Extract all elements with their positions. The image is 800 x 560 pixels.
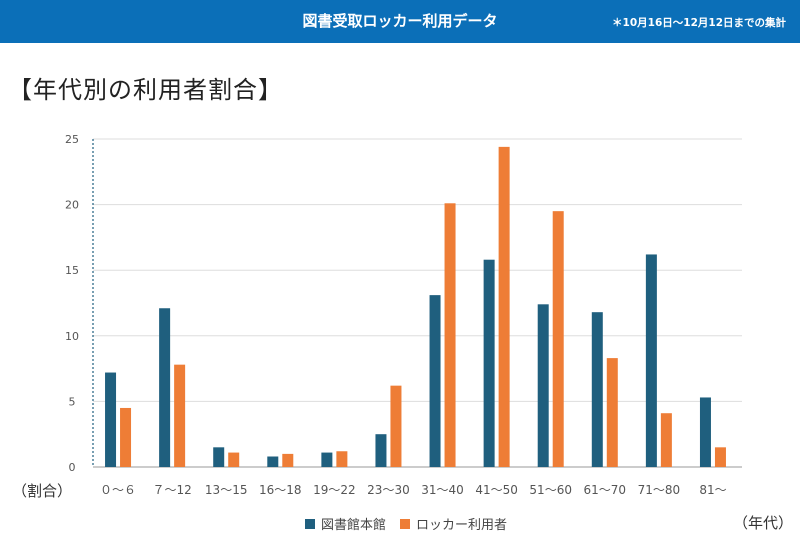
- period-note: ＊10月16日〜12月12日までの集計: [612, 17, 786, 29]
- legend-label-locker: ロッカー利用者: [416, 518, 508, 533]
- bar-library: [483, 259, 495, 467]
- bar-locker: [336, 451, 348, 467]
- bar-library: [105, 372, 117, 467]
- y-axis-label: （割合）: [12, 482, 73, 500]
- section-title: 【年代別の利用者割合】: [8, 76, 283, 104]
- y-tick-label: 15: [65, 264, 79, 277]
- bar-library: [267, 456, 279, 467]
- bar-locker: [444, 203, 456, 467]
- x-tick-label: 71～80: [638, 483, 681, 497]
- bar-locker: [390, 385, 402, 467]
- bar-library: [591, 312, 603, 467]
- legend-item-library: 図書館本館: [305, 514, 386, 533]
- bar-library: [213, 447, 225, 467]
- bar-library: [159, 308, 171, 467]
- x-tick-label: 51～60: [529, 483, 572, 497]
- page-title: 図書受取ロッカー利用データ: [302, 12, 498, 30]
- x-tick-label: 16～18: [259, 483, 302, 497]
- y-tick-label: 5: [69, 395, 76, 408]
- legend-swatch-library: [305, 518, 315, 529]
- x-tick-label: 31～40: [421, 483, 464, 497]
- bar-locker: [552, 211, 564, 467]
- x-tick-label: ７～12: [152, 483, 191, 497]
- bar-locker: [228, 452, 240, 467]
- x-tick-label: 23～30: [367, 483, 410, 497]
- y-tick-label: 0: [69, 461, 76, 474]
- header-bar: [0, 0, 800, 43]
- chart-legend: 図書館本館 ロッカー利用者: [305, 514, 521, 533]
- bar-library: [537, 304, 549, 467]
- bar-library: [321, 452, 333, 467]
- bar-library: [375, 434, 387, 467]
- x-axis-label: （年代）: [733, 514, 794, 532]
- bar-locker: [660, 413, 672, 467]
- bar-locker: [714, 447, 726, 467]
- y-tick-label: 20: [65, 199, 79, 212]
- x-tick-label: ０～６: [100, 483, 136, 497]
- x-tick-label: 13～15: [205, 483, 248, 497]
- x-tick-label: 41～50: [475, 483, 518, 497]
- legend-swatch-locker: [400, 518, 411, 529]
- x-tick-label: 19～22: [313, 483, 356, 497]
- bar-library: [645, 254, 657, 467]
- bar-library: [429, 295, 441, 467]
- bar-locker: [498, 146, 510, 467]
- bar-locker: [282, 453, 294, 467]
- legend-item-locker: ロッカー利用者: [400, 514, 507, 533]
- x-tick-label: 81～: [699, 483, 726, 497]
- x-tick-label: 61～70: [584, 483, 627, 497]
- bar-library: [699, 397, 711, 467]
- bar-locker: [120, 407, 132, 467]
- y-tick-label: 10: [65, 330, 79, 343]
- bar-locker: [606, 358, 618, 467]
- legend-label-library: 図書館本館: [321, 518, 387, 533]
- bar-locker: [174, 364, 186, 467]
- y-tick-label: 25: [65, 133, 79, 146]
